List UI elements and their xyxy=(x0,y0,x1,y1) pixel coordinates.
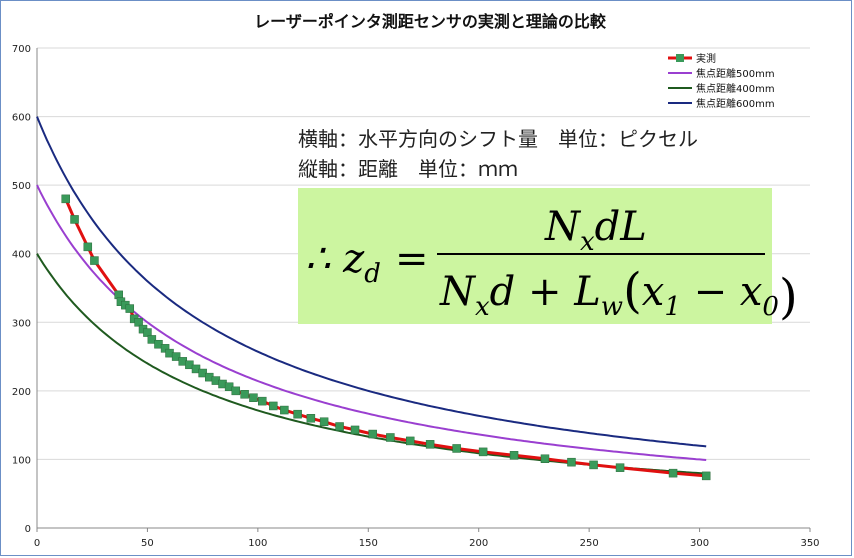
measured-point xyxy=(231,386,241,396)
formula-equals: = xyxy=(395,236,429,282)
legend-label: 焦点距離500mm xyxy=(696,67,775,80)
measured-point xyxy=(134,318,143,327)
svg-text:∴ zd: ∴ zd xyxy=(305,236,381,289)
formula-den-n: N xyxy=(439,269,477,315)
measured-point xyxy=(240,390,249,399)
x-tick-label: 350 xyxy=(800,538,819,549)
y-tick-labels: 0 100 200 300 400 500 600 700 xyxy=(12,44,31,535)
measured-point xyxy=(61,194,70,204)
x-tick-label: 50 xyxy=(141,538,154,549)
y-tick-label: 100 xyxy=(12,455,31,466)
y-axis-note: 縦軸：距離 単位：ｍｍ xyxy=(298,157,518,181)
formula-num-n: N xyxy=(544,204,582,250)
legend-label: 実測 xyxy=(696,52,716,65)
measured-point xyxy=(350,425,360,435)
formula-lhs-sub: d xyxy=(364,259,381,289)
measured-point xyxy=(90,256,99,265)
theory-line-500 xyxy=(36,184,707,461)
formula-paren-close: ) xyxy=(779,269,798,325)
legend-marker xyxy=(676,54,684,62)
formula-den-d: d + L xyxy=(490,269,601,315)
formula-paren-open: ( xyxy=(623,263,642,319)
x-tick-label: 150 xyxy=(359,538,378,549)
formula-den-1: 1 xyxy=(664,292,681,322)
y-tick-label: 600 xyxy=(12,113,31,124)
measured-point xyxy=(478,447,488,457)
measured-point xyxy=(615,463,625,472)
formula-den-w: w xyxy=(601,292,623,322)
measured-point xyxy=(258,396,267,406)
svg-text:NxdL: NxdL xyxy=(544,204,647,257)
formula-den-0: 0 xyxy=(762,292,779,322)
measured-point xyxy=(405,436,415,446)
formula-den-x1: x xyxy=(642,269,665,315)
theory-line-600 xyxy=(36,116,707,448)
measured-point xyxy=(386,433,395,442)
measured-point xyxy=(668,468,678,478)
y-tick-label: 0 xyxy=(25,524,31,535)
measured-point xyxy=(319,417,329,426)
measured-point xyxy=(567,457,576,467)
measured-point xyxy=(701,471,711,481)
measured-point xyxy=(171,352,181,361)
formula-num-x: x xyxy=(580,227,595,257)
y-tick-label: 700 xyxy=(12,44,31,55)
measured-point xyxy=(70,215,79,224)
x-tick-label: 0 xyxy=(34,538,40,549)
measured-point xyxy=(147,335,157,344)
measured-point xyxy=(368,429,377,439)
chart-title: レーザーポインタ測距センサの実測と理論の比較 xyxy=(254,12,607,31)
measured-point xyxy=(335,422,344,431)
measured-point xyxy=(293,409,302,419)
measured-series xyxy=(61,194,711,481)
formula-lhs: ∴ z xyxy=(305,236,365,282)
svg-text:Nxd + Lw(x1 − x0): Nxd + Lw(x1 − x0) xyxy=(439,263,798,325)
measured-point xyxy=(83,242,93,252)
x-tick-label: 300 xyxy=(690,538,709,549)
y-tick-label: 300 xyxy=(12,318,31,329)
x-tick-labels: 0 50 100 150 200 250 300 350 xyxy=(34,538,820,549)
measured-point xyxy=(306,414,316,423)
measured-point xyxy=(125,304,135,313)
measured-point xyxy=(160,344,170,353)
y-tick-label: 200 xyxy=(12,387,31,398)
legend-label: 焦点距離600mm xyxy=(696,97,775,110)
measured-point xyxy=(452,444,461,453)
formula-den-minus: − x xyxy=(681,269,763,315)
measured-point xyxy=(269,401,278,411)
measured-point xyxy=(249,393,258,402)
measured-point xyxy=(143,328,152,337)
legend-label: 焦点距離400mm xyxy=(696,82,775,95)
measured-point xyxy=(540,454,550,463)
measured-point xyxy=(280,405,289,415)
x-tick-label: 100 xyxy=(248,538,267,549)
measured-point xyxy=(589,460,598,470)
formula-box xyxy=(298,188,772,324)
x-tick-label: 200 xyxy=(469,538,488,549)
measured-point xyxy=(425,440,435,449)
axes xyxy=(36,48,811,532)
y-tick-label: 400 xyxy=(12,250,31,261)
y-tick-label: 500 xyxy=(12,181,31,192)
formula: ∴ zd = NxdL Nxd + Lw(x1 − x0) xyxy=(305,204,798,325)
formula-den-x: x xyxy=(475,292,490,322)
x-axis-note: 横軸：水平方向のシフト量 単位：ピクセル xyxy=(298,127,698,151)
measured-point xyxy=(509,451,519,460)
formula-num-dl: dL xyxy=(595,204,647,250)
x-tick-label: 250 xyxy=(580,538,599,549)
